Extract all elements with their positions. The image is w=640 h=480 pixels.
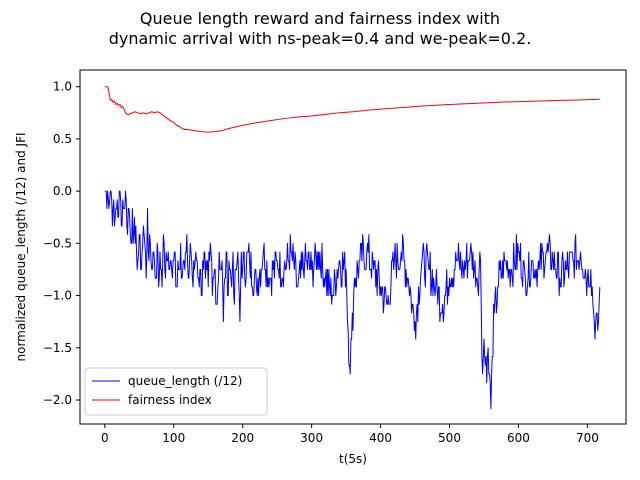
series-line-fairness-index bbox=[104, 86, 600, 133]
plot-frame bbox=[79, 69, 627, 425]
x-tick-label: 700 bbox=[576, 431, 599, 445]
x-tick-label: 400 bbox=[369, 431, 392, 445]
x-tick-label: 500 bbox=[438, 431, 461, 445]
legend-label-fairness-index: fairness index bbox=[128, 393, 212, 407]
series-line-queue-length bbox=[104, 190, 601, 410]
y-axis-label: normalized queue_length (/12) and JFI bbox=[14, 132, 28, 361]
y-tick-label: 0.0 bbox=[53, 184, 72, 198]
x-tick-label: 200 bbox=[231, 431, 254, 445]
legend-label-queue-length: queue_length (/12) bbox=[128, 374, 242, 388]
y-tick-label: −1.0 bbox=[43, 289, 72, 303]
series-layer bbox=[104, 86, 601, 410]
y-tick-label: −1.5 bbox=[43, 341, 72, 355]
y-tick-label: −2.0 bbox=[43, 393, 72, 407]
legend-box bbox=[84, 367, 268, 416]
chart-title-line-1: Queue length reward and fairness index w… bbox=[140, 9, 500, 28]
y-tick-label: −0.5 bbox=[43, 236, 72, 250]
y-tick-label: 0.5 bbox=[53, 132, 72, 146]
x-axis-ticks: 0 100 200 300 400 500 600 700 bbox=[101, 424, 599, 445]
chart-title-line-2: dynamic arrival with ns-peak=0.4 and we-… bbox=[109, 29, 532, 48]
legend: queue_length (/12) fairness index bbox=[84, 367, 268, 416]
x-tick-label: 600 bbox=[507, 431, 530, 445]
x-tick-label: 100 bbox=[162, 431, 185, 445]
x-axis-label: t(5s) bbox=[339, 452, 367, 466]
y-axis-ticks: −2.0 −1.5 −1.0 −0.5 0.0 0.5 1.0 bbox=[43, 80, 80, 407]
y-tick-label: 1.0 bbox=[53, 80, 72, 94]
x-tick-label: 300 bbox=[300, 431, 323, 445]
x-tick-label: 0 bbox=[101, 431, 109, 445]
